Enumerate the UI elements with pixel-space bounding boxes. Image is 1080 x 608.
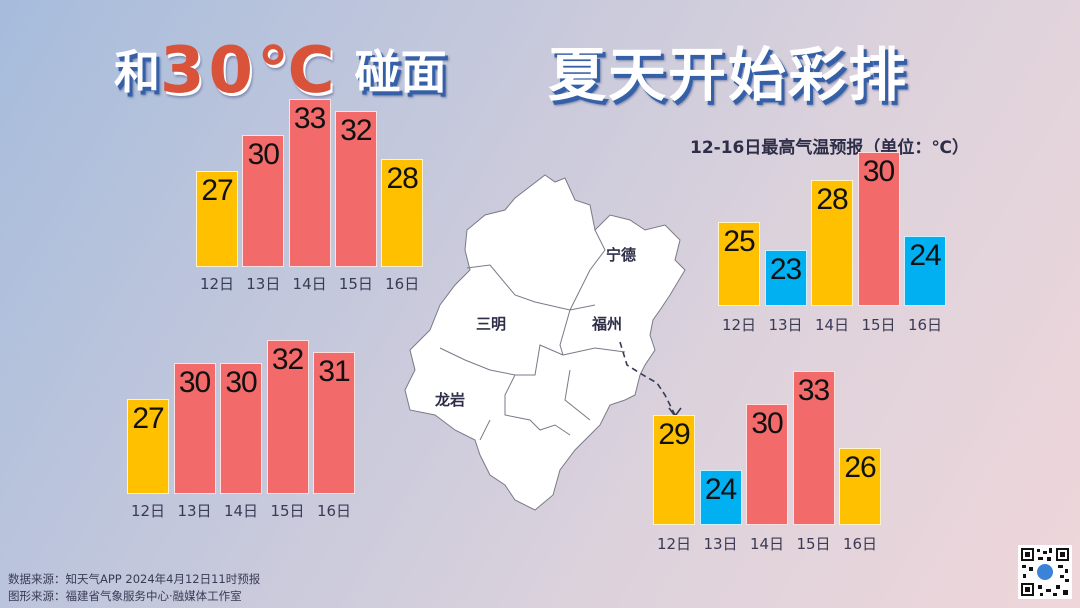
bar-value: 32 [271,342,304,376]
x-axis-label: 16日 [842,535,878,553]
title-part2: 夏天开始彩排 [548,41,909,109]
bar-value: 29 [658,418,690,451]
bar-value: 31 [318,354,350,388]
bar: 33 [288,99,331,267]
bar-value: 33 [797,374,830,407]
bar: 32 [334,111,377,267]
fujian-map [404,174,686,511]
bar: 24 [904,236,946,306]
bar-value: 27 [132,402,164,435]
bar-value: 26 [844,451,876,484]
x-axis-label: 12日 [656,535,692,553]
bar-value: 27 [201,174,233,207]
city-label-longyan: 龙岩 [435,391,466,409]
bar: 30 [220,363,262,494]
bar: 24 [699,470,742,525]
bar: 32 [266,339,309,494]
bar-value: 28 [816,183,848,216]
bar: 27 [196,171,238,267]
x-axis-label: 16日 [907,316,943,334]
x-axis-label: 14日 [814,316,850,334]
x-axis-label: 15日 [861,316,896,334]
x-axis-label: 12日 [130,502,166,520]
bar: 26 [839,448,881,525]
bar: 30 [242,135,285,267]
bar: 28 [811,180,853,306]
bar-value: 30 [751,407,783,440]
x-axis-label: 16日 [385,275,420,293]
bar-value: 33 [293,102,326,135]
bar: 30 [173,363,216,494]
bar-value: 24 [909,239,941,272]
x-axis-label: 13日 [768,316,803,334]
bar-value: 30 [178,366,211,400]
x-axis-label: 14日 [292,275,327,293]
bar-value: 24 [704,473,737,506]
x-axis-label: 15日 [338,275,373,293]
bar-value: 28 [386,162,419,195]
bar: 23 [764,250,807,306]
x-axis-label: 13日 [246,275,281,293]
city-label-fuzhou: 福州 [592,315,623,333]
title-hot-temp: 30℃ [160,34,339,108]
title-prefix: 和 [114,45,160,99]
bar-value: 25 [723,225,755,258]
bar: 30 [857,152,900,306]
bar: 29 [653,415,695,525]
city-label-ningde: 宁德 [606,246,637,264]
bar-value: 23 [769,253,802,286]
title-suffix: 碰面 [354,45,447,99]
bar-value: 30 [862,155,895,188]
bar: 31 [313,351,355,494]
x-axis-label: 15日 [796,535,831,553]
bar: 30 [746,404,788,525]
city-label-sanming: 三明 [476,315,507,333]
x-axis-label: 12日 [199,275,235,293]
x-axis-label: 15日 [270,502,305,520]
x-axis-label: 14日 [223,502,259,520]
x-axis-label: 13日 [703,535,738,553]
title-part1: 和30℃ 碰面 [114,34,447,108]
bar: 33 [792,371,835,525]
chart-subtitle: 12-16日最高气温预报（单位：℃） [690,138,969,158]
x-axis-label: 13日 [177,502,212,520]
bar: 28 [381,159,424,267]
x-axis-label: 12日 [721,316,757,334]
bar: 27 [127,399,169,494]
bar-value: 32 [340,114,372,147]
bar-value: 30 [247,138,280,171]
x-axis-label: 14日 [749,535,785,553]
graphic-source: 图形来源：福建省气象服务中心·融媒体工作室 [8,589,242,603]
bar: 25 [718,222,760,306]
bar-value: 30 [225,366,257,400]
qr-code-icon[interactable] [1018,545,1072,599]
x-axis-label: 16日 [316,502,352,520]
data-source: 数据来源：知天气APP 2024年4月12日11时预报 [8,572,261,586]
